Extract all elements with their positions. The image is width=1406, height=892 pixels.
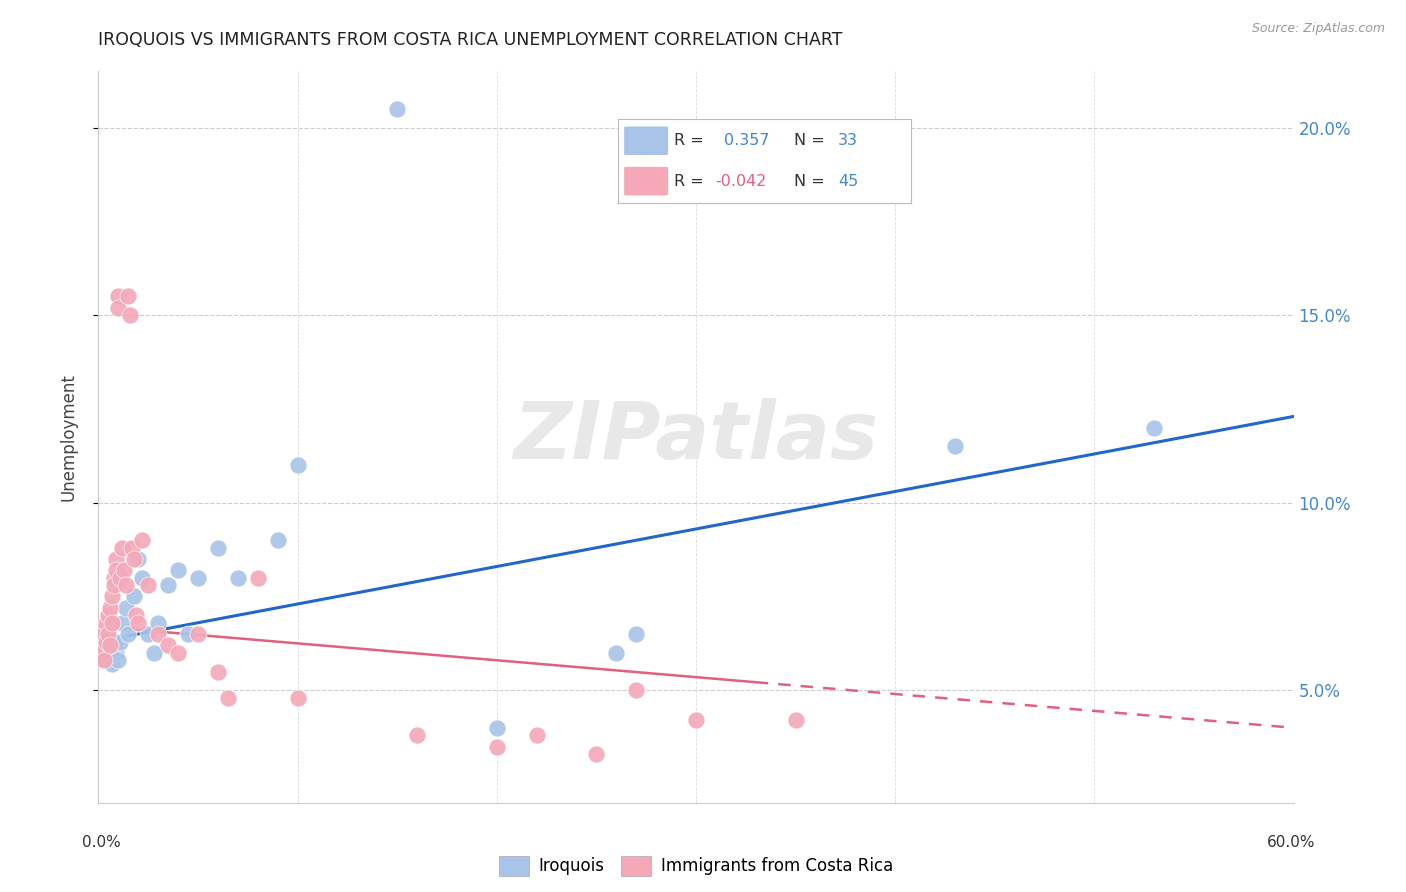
Text: 45: 45	[838, 174, 858, 188]
Point	[167, 646, 190, 660]
Point	[100, 600, 122, 615]
Point	[107, 653, 129, 667]
Text: R =: R =	[673, 174, 709, 188]
Point	[93, 653, 115, 667]
Text: 0.0%: 0.0%	[82, 836, 121, 850]
Point	[96, 615, 118, 630]
Point	[101, 615, 124, 630]
Point	[207, 541, 229, 555]
Point	[526, 728, 548, 742]
Point	[96, 638, 118, 652]
Point	[585, 747, 607, 761]
Y-axis label: Unemployment: Unemployment	[59, 373, 77, 501]
Text: 60.0%: 60.0%	[1267, 836, 1315, 850]
Point	[246, 571, 269, 585]
Point	[115, 578, 138, 592]
Point	[685, 713, 707, 727]
Point	[143, 646, 166, 660]
Point	[111, 615, 134, 630]
Point	[107, 301, 129, 315]
Point	[943, 440, 966, 454]
Point	[1143, 420, 1166, 434]
Point	[157, 638, 180, 652]
Text: N =: N =	[794, 174, 830, 188]
Text: ZIPatlas: ZIPatlas	[513, 398, 879, 476]
Point	[605, 646, 627, 660]
Point	[125, 608, 148, 623]
Point	[287, 690, 309, 705]
Point	[101, 657, 124, 671]
Point	[127, 552, 149, 566]
Point	[105, 552, 128, 566]
Point	[117, 627, 139, 641]
Point	[136, 578, 159, 592]
Point	[112, 563, 135, 577]
FancyBboxPatch shape	[624, 127, 668, 155]
Point	[97, 608, 120, 623]
Point	[101, 590, 124, 604]
FancyBboxPatch shape	[624, 167, 668, 195]
Point	[91, 646, 114, 660]
Point	[406, 728, 429, 742]
Point	[121, 541, 143, 555]
Text: R =: R =	[673, 133, 714, 148]
Point	[785, 713, 807, 727]
Point	[177, 627, 200, 641]
Point	[385, 102, 409, 116]
Point	[167, 563, 190, 577]
Point	[485, 721, 508, 735]
Point	[124, 552, 146, 566]
Text: 33: 33	[838, 133, 858, 148]
Legend: Iroquois, Immigrants from Costa Rica: Iroquois, Immigrants from Costa Rica	[492, 850, 900, 882]
Point	[136, 627, 159, 641]
Text: Source: ZipAtlas.com: Source: ZipAtlas.com	[1251, 22, 1385, 36]
Point	[148, 627, 170, 641]
Text: IROQUOIS VS IMMIGRANTS FROM COSTA RICA UNEMPLOYMENT CORRELATION CHART: IROQUOIS VS IMMIGRANTS FROM COSTA RICA U…	[98, 31, 844, 49]
Point	[207, 665, 229, 679]
Point	[93, 653, 115, 667]
Point	[110, 571, 132, 585]
Point	[107, 289, 129, 303]
Point	[626, 683, 648, 698]
Point	[148, 615, 170, 630]
Point	[131, 533, 153, 548]
Point	[287, 458, 309, 473]
Point	[105, 646, 128, 660]
Point	[100, 638, 122, 652]
Point	[96, 634, 118, 648]
Point	[131, 571, 153, 585]
Point	[217, 690, 239, 705]
Point	[127, 615, 149, 630]
Point	[97, 627, 120, 641]
Point	[91, 646, 114, 660]
Point	[103, 634, 125, 648]
Text: -0.042: -0.042	[714, 174, 766, 188]
Point	[124, 590, 146, 604]
Point	[226, 571, 249, 585]
Point	[97, 627, 120, 641]
Text: N =: N =	[794, 133, 830, 148]
Text: 0.357: 0.357	[724, 133, 769, 148]
Point	[187, 627, 209, 641]
Point	[187, 571, 209, 585]
Point	[103, 578, 125, 592]
Point	[103, 571, 125, 585]
Point	[267, 533, 290, 548]
Point	[111, 541, 134, 555]
Point	[105, 563, 128, 577]
Point	[157, 578, 180, 592]
Point	[120, 308, 142, 322]
Point	[100, 646, 122, 660]
Point	[93, 627, 115, 641]
Point	[115, 600, 138, 615]
Point	[485, 739, 508, 754]
Point	[110, 634, 132, 648]
Point	[89, 638, 111, 652]
Point	[117, 289, 139, 303]
Point	[626, 627, 648, 641]
